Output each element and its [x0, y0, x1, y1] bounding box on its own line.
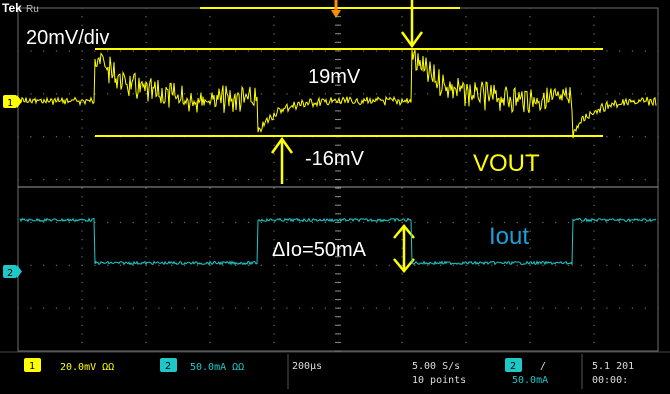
ch1-settings[interactable]: 1 20.0mV ΩΩ — [24, 358, 114, 373]
brand-logo: Tek — [2, 1, 22, 15]
corner-readout-bottom: 00:00: — [592, 375, 628, 386]
ch1-ground-marker[interactable]: 1 — [3, 95, 22, 109]
svg-text:2: 2 — [165, 361, 171, 372]
svg-text:/: / — [540, 361, 546, 372]
vout-label: VOUT — [473, 150, 540, 177]
svg-text:1: 1 — [7, 98, 13, 109]
svg-text:2: 2 — [510, 361, 516, 372]
iout-label: Iout — [489, 223, 529, 250]
svg-text:50.0mA: 50.0mA — [512, 375, 548, 386]
delta-current-arrow-icon — [393, 224, 415, 273]
record-length-readout: 10 points — [412, 375, 466, 386]
trigger-position-marker[interactable] — [331, 0, 341, 18]
undershoot-label: -16mV — [305, 148, 365, 170]
svg-text:20.0mV ΩΩ: 20.0mV ΩΩ — [60, 362, 114, 373]
svg-text:50.0mA ΩΩ: 50.0mA ΩΩ — [190, 362, 244, 373]
undershoot-arrow-icon — [270, 136, 294, 184]
status-bar: 1 20.0mV ΩΩ 2 50.0mA ΩΩ 200μs 5.00 S/s 1… — [0, 351, 670, 389]
ch2-current-trace — [19, 217, 657, 267]
overshoot-label: 19mV — [308, 66, 361, 88]
ch2-settings[interactable]: 2 50.0mA ΩΩ — [160, 358, 244, 373]
delta-current-label: ΔIo=50mA — [272, 239, 367, 261]
ch2-ground-marker[interactable]: 2 — [3, 265, 22, 279]
trigger-settings[interactable]: 2 / 50.0mA — [505, 358, 548, 386]
timebase-readout[interactable]: 200μs — [292, 361, 322, 372]
svg-text:2: 2 — [7, 268, 13, 279]
ch1-voltage-trace — [19, 49, 657, 139]
svg-text:1: 1 — [29, 361, 35, 372]
acquisition-state: Ru — [26, 4, 39, 15]
corner-readout-top: 5.1 201 — [592, 361, 634, 372]
sample-rate-readout: 5.00 S/s — [412, 361, 460, 372]
overshoot-arrow-icon — [400, 0, 424, 49]
scale-label: 20mV/div — [26, 27, 109, 49]
